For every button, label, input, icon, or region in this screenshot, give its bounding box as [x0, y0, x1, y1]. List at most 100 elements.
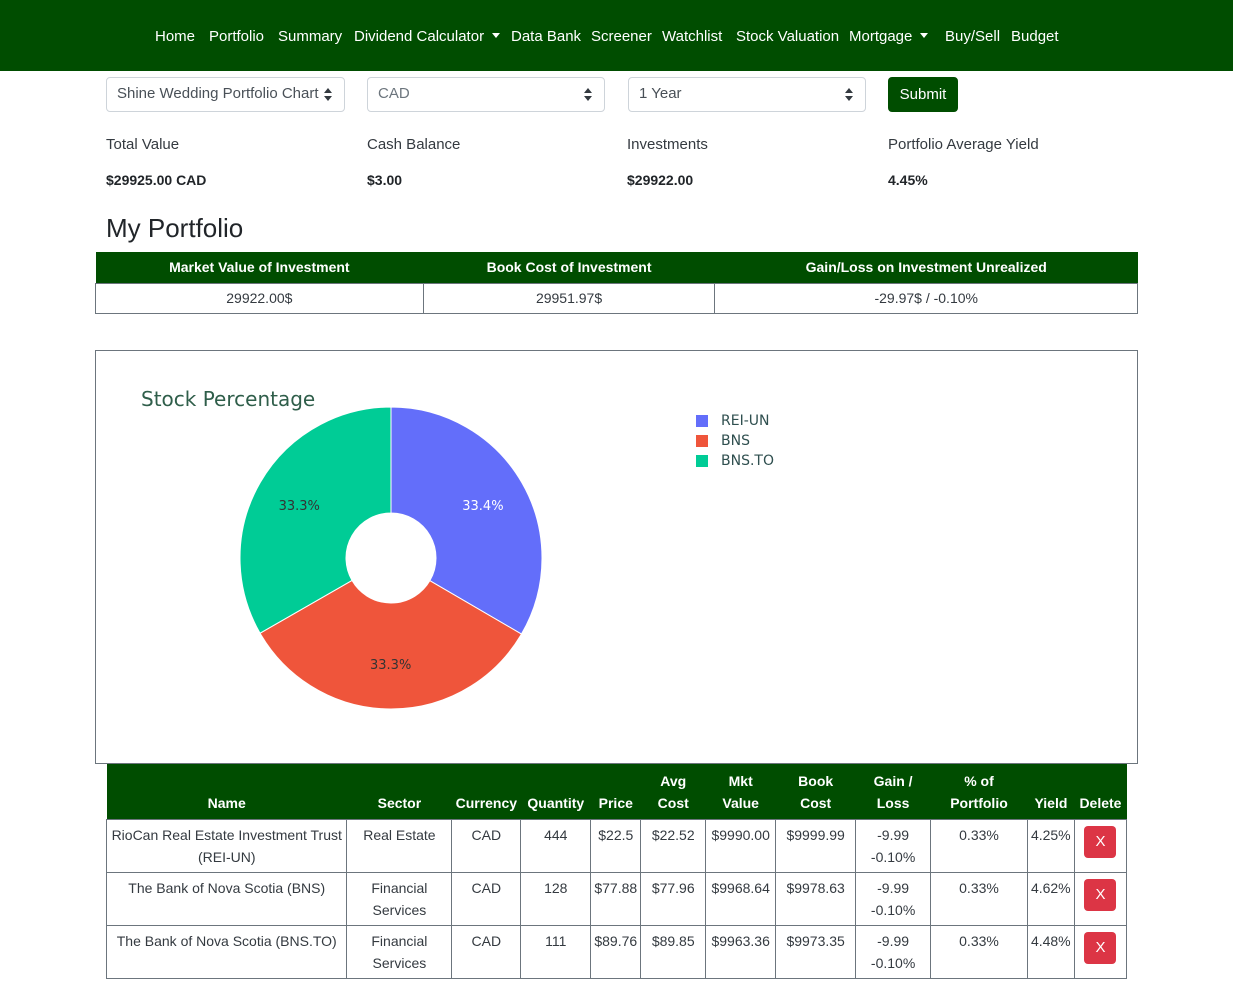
page-title: My Portfolio: [106, 213, 244, 243]
nav-summary[interactable]: Summary: [278, 28, 343, 45]
nav-mortgage[interactable]: Mortgage: [849, 27, 929, 47]
book-cost-cell: $9978.63: [775, 872, 857, 926]
quantity-cell: 128: [520, 872, 592, 926]
column-header: Market Value of Investment: [95, 252, 424, 283]
price-cell: $77.88: [590, 872, 642, 926]
top-navbar: Home Portfolio Summary Dividend Calculat…: [0, 0, 1233, 71]
sort-arrows-icon: [324, 88, 332, 102]
total-value: $29925.00 CAD: [106, 172, 207, 188]
table-header-row: Name Sector Currency Quantity Price Avg Cost Mk…: [106, 764, 1127, 820]
cash-balance-value: $3.00: [367, 172, 403, 188]
slice-data-label: 33.3%: [370, 658, 411, 673]
gain-loss-cell: -9.99 -0.10%: [855, 819, 932, 873]
currency-select[interactable]: CAD: [367, 77, 605, 112]
delete-cell: X: [1073, 872, 1128, 926]
pie-slice-bns[interactable]: [259, 579, 523, 710]
gain-loss-cell: -29.97$ / -0.10%: [714, 282, 1138, 314]
percent-of-portfolio-cell: 0.33%: [930, 872, 1028, 926]
cash-balance-label: Cash Balance: [367, 136, 461, 153]
legend-label: BNS.TO: [721, 453, 774, 469]
delete-button[interactable]: X: [1084, 879, 1117, 911]
sector-cell: Financial Services: [346, 925, 453, 979]
total-value-label: Total Value: [106, 136, 180, 153]
legend-label: BNS: [721, 433, 750, 449]
nav-dividend-calculator[interactable]: Dividend Calculator: [354, 27, 501, 47]
column-header: Quantity: [520, 764, 591, 820]
percent-of-portfolio-cell: 0.33%: [930, 925, 1028, 979]
percent-of-portfolio-cell: 0.33%: [930, 819, 1028, 873]
holding-name-cell: The Bank of Nova Scotia (BNS): [105, 872, 348, 926]
period-select-value: 1 Year: [639, 85, 682, 102]
chevron-down-icon: [492, 33, 501, 38]
portfolio-select[interactable]: Shine Wedding Portfolio Chart: [106, 77, 345, 112]
legend-item[interactable]: BNS.TO: [696, 451, 774, 471]
chevron-down-icon: [920, 33, 929, 38]
nav-stock-valuation[interactable]: Stock Valuation: [736, 28, 840, 45]
slice-data-label: 33.4%: [462, 499, 503, 514]
column-header: Gain/Loss on Investment Unrealized: [714, 252, 1138, 283]
nav-portfolio[interactable]: Portfolio: [209, 28, 265, 45]
investments-label: Investments: [627, 136, 708, 153]
column-header: Avg Cost: [640, 764, 706, 820]
pie-slice-bns-to[interactable]: [239, 406, 392, 634]
holding-name-cell: The Bank of Nova Scotia (BNS.TO): [105, 925, 348, 979]
nav-budget[interactable]: Budget: [1011, 28, 1059, 45]
submit-button[interactable]: Submit: [888, 77, 958, 112]
delete-cell: X: [1073, 925, 1128, 979]
mkt-value-cell: $9963.36: [705, 925, 777, 979]
legend-item[interactable]: REI-UN: [696, 411, 774, 431]
nav-watchlist[interactable]: Watchlist: [662, 28, 723, 45]
currency-cell: CAD: [451, 872, 522, 926]
legend-swatch: [696, 435, 708, 447]
portfolio-select-value: Shine Wedding Portfolio Chart: [117, 85, 319, 102]
average-yield-value: 4.45%: [888, 172, 928, 188]
column-header: Mkt Value: [705, 764, 776, 820]
currency-select-value: CAD: [378, 85, 410, 102]
mkt-value-cell: $9968.64: [705, 872, 777, 926]
gain-loss-cell: -9.99 -0.10%: [855, 872, 932, 926]
sort-arrows-icon: [845, 88, 853, 102]
nav-buy-sell[interactable]: Buy/Sell: [945, 28, 1001, 45]
column-header: Name: [106, 764, 347, 820]
average-yield-label: Portfolio Average Yield: [888, 136, 1039, 153]
donut-chart-svg: 33.4% 33.3% 33.3%: [239, 406, 543, 710]
chart-title: Stock Percentage: [141, 387, 316, 411]
delete-button[interactable]: X: [1084, 826, 1117, 858]
column-header: Sector: [346, 764, 452, 820]
gain-loss-cell: -9.99 -0.10%: [855, 925, 932, 979]
portfolio-summary-table: Market Value of Investment Book Cost of …: [95, 252, 1138, 314]
legend-item[interactable]: BNS: [696, 431, 774, 451]
nav-mortgage-label: Mortgage: [849, 28, 913, 45]
table-row: The Bank of Nova Scotia (BNS.TO) Financia…: [105, 925, 1128, 979]
legend-swatch: [696, 415, 708, 427]
book-cost-cell: 29951.97$: [422, 282, 716, 314]
quantity-cell: 111: [520, 925, 592, 979]
column-header: Delete: [1074, 764, 1127, 820]
quantity-cell: 444: [520, 819, 592, 873]
yield-cell: 4.62%: [1026, 872, 1075, 926]
delete-button[interactable]: X: [1084, 932, 1117, 964]
yield-cell: 4.48%: [1026, 925, 1075, 979]
table-row: 29922.00$ 29951.97$ -29.97$ / -0.10%: [95, 282, 1138, 314]
column-header: Yield: [1027, 764, 1075, 820]
legend-label: REI-UN: [721, 413, 770, 429]
avg-cost-cell: $22.52: [640, 819, 707, 873]
table-header-row: Market Value of Investment Book Cost of …: [95, 252, 1138, 283]
sector-cell: Financial Services: [346, 872, 453, 926]
holding-name-cell: RioCan Real Estate Investment Trust (REI-…: [105, 819, 348, 873]
holdings-table: Name Sector Currency Quantity Price Avg Cost Mk…: [105, 764, 1128, 979]
nav-home[interactable]: Home: [155, 28, 196, 45]
nav-screener[interactable]: Screener: [591, 28, 652, 45]
column-header: % of Portfolio: [930, 764, 1028, 820]
pie-slice-rei-un[interactable]: [390, 406, 543, 635]
table-row: The Bank of Nova Scotia (BNS) Financial Se…: [105, 872, 1128, 926]
period-select[interactable]: 1 Year: [628, 77, 866, 112]
nav-data-bank[interactable]: Data Bank: [511, 28, 582, 45]
column-header: Currency: [451, 764, 521, 820]
column-header: Book Cost: [775, 764, 856, 820]
table-row: RioCan Real Estate Investment Trust (REI-…: [105, 819, 1128, 873]
chart-legend: REI-UN BNS BNS.TO: [696, 411, 774, 471]
currency-cell: CAD: [451, 925, 522, 979]
investments-value: $29922.00: [627, 172, 694, 188]
stock-percentage-chart: 33.4% 33.3% 33.3% Stock Percentage REI-UN B…: [95, 350, 1138, 764]
